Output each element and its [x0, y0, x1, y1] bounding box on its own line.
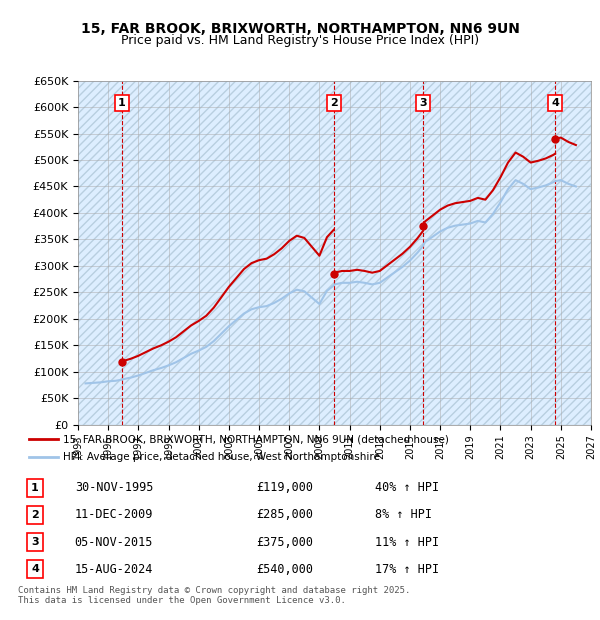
Text: 15-AUG-2024: 15-AUG-2024 [75, 563, 153, 576]
Text: 11-DEC-2009: 11-DEC-2009 [75, 508, 153, 521]
Text: 11% ↑ HPI: 11% ↑ HPI [375, 536, 439, 549]
Text: 05-NOV-2015: 05-NOV-2015 [75, 536, 153, 549]
Text: 15, FAR BROOK, BRIXWORTH, NORTHAMPTON, NN6 9UN: 15, FAR BROOK, BRIXWORTH, NORTHAMPTON, N… [80, 22, 520, 36]
Text: 17% ↑ HPI: 17% ↑ HPI [375, 563, 439, 576]
Text: Price paid vs. HM Land Registry's House Price Index (HPI): Price paid vs. HM Land Registry's House … [121, 34, 479, 47]
Text: 30-NOV-1995: 30-NOV-1995 [75, 481, 153, 494]
Text: £540,000: £540,000 [256, 563, 313, 576]
Text: 3: 3 [419, 98, 427, 108]
Text: 8% ↑ HPI: 8% ↑ HPI [375, 508, 432, 521]
Text: 1: 1 [118, 98, 126, 108]
Text: 3: 3 [31, 537, 39, 547]
Text: 2: 2 [330, 98, 338, 108]
Text: HPI: Average price, detached house, West Northamptonshire: HPI: Average price, detached house, West… [64, 452, 380, 462]
Text: 2: 2 [31, 510, 39, 520]
Text: 15, FAR BROOK, BRIXWORTH, NORTHAMPTON, NN6 9UN (detached house): 15, FAR BROOK, BRIXWORTH, NORTHAMPTON, N… [64, 434, 449, 444]
Text: £119,000: £119,000 [256, 481, 313, 494]
Text: £375,000: £375,000 [256, 536, 313, 549]
Text: 1: 1 [31, 483, 39, 493]
Text: 4: 4 [551, 98, 559, 108]
Text: £285,000: £285,000 [256, 508, 313, 521]
Text: 40% ↑ HPI: 40% ↑ HPI [375, 481, 439, 494]
Text: Contains HM Land Registry data © Crown copyright and database right 2025.
This d: Contains HM Land Registry data © Crown c… [18, 586, 410, 605]
Text: 4: 4 [31, 564, 39, 574]
